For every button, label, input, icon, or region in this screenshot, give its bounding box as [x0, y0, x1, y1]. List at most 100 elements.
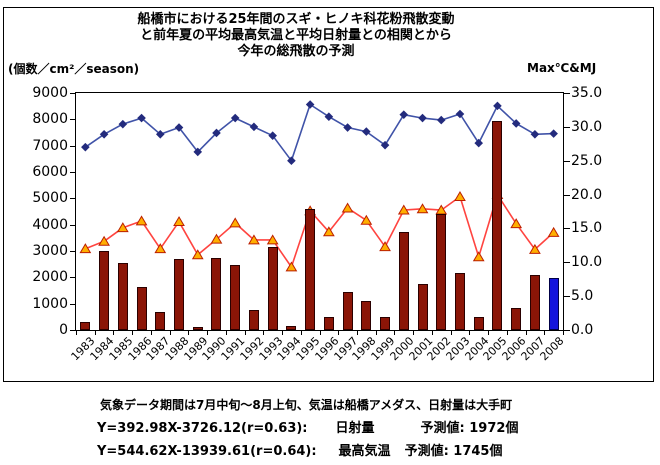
right-axis-tick — [564, 161, 570, 162]
left-axis-tick — [70, 146, 76, 147]
left-axis-tick — [70, 251, 76, 252]
right-axis-tick-label: 25.0 — [571, 152, 603, 169]
x-axis-tick — [413, 331, 414, 335]
x-axis-tick — [170, 331, 171, 335]
regression-temperature-formula: Y=544.62X-13939.61(r=0.64): — [97, 444, 317, 459]
bar-1993 — [268, 247, 278, 330]
x-axis-tick — [338, 331, 339, 335]
right-axis-tick-label: 15.0 — [571, 220, 603, 237]
left-axis-unit-label: (個数／cm²／season) — [8, 62, 140, 76]
regression-radiation-prediction: 予測値: 1972個 — [420, 421, 519, 436]
bar-2002 — [436, 214, 446, 330]
bar-1986 — [137, 287, 147, 330]
right-axis-tick-label: 30.0 — [571, 118, 603, 135]
bar-1989 — [193, 327, 203, 330]
bar-1990 — [211, 258, 221, 330]
x-axis-tick — [451, 331, 452, 335]
right-axis-tick — [564, 93, 570, 94]
chart-title: 船橋市における25年間のスギ・ヒノキ科花粉飛散変動 と前年夏の平均最高気温と平均… — [0, 12, 592, 60]
left-axis-tick-label: 8000 — [32, 111, 68, 128]
x-axis-tick — [245, 331, 246, 335]
right-axis-tick — [564, 195, 570, 196]
x-axis-tick — [357, 331, 358, 335]
left-axis-tick-label: 1000 — [32, 295, 68, 312]
regression-radiation-row: Y=392.98X-3726.12(r=0.63): 日射量 予測値: 1972個 — [97, 417, 518, 436]
bar-1999 — [380, 317, 390, 330]
bar-1995 — [305, 209, 315, 330]
bar-2006 — [511, 308, 521, 330]
bar-1992 — [249, 310, 259, 330]
left-axis-tick — [70, 304, 76, 305]
regression-temperature-prediction: 予測値: 1745個 — [404, 444, 503, 459]
right-axis-tick-label: 0.0 — [571, 322, 594, 338]
x-axis-tick — [507, 331, 508, 335]
bar-1996 — [324, 317, 334, 330]
chart-title-line2: と前年夏の平均最高気温と平均日射量との相関とから — [140, 28, 452, 43]
x-axis-tick — [394, 331, 395, 335]
x-axis-tick — [76, 331, 77, 335]
x-axis-tick — [376, 331, 377, 335]
left-axis-tick — [70, 93, 76, 94]
bar-1998 — [361, 301, 371, 330]
x-axis-tick — [132, 331, 133, 335]
bar-2004 — [474, 317, 484, 330]
bar-2005 — [492, 121, 502, 330]
bar-2008 — [549, 278, 559, 330]
left-axis-tick-label: 9000 — [32, 85, 68, 101]
bar-2007 — [530, 275, 540, 330]
left-axis-tick — [70, 225, 76, 226]
right-axis-tick — [564, 127, 570, 128]
left-axis-tick-label: 0 — [59, 322, 68, 338]
bar-1997 — [343, 292, 353, 330]
bar-2003 — [455, 273, 465, 330]
bar-2001 — [418, 284, 428, 330]
x-axis-tick — [95, 331, 96, 335]
x-axis-tick — [526, 331, 527, 335]
left-axis-tick-label: 4000 — [32, 216, 68, 233]
right-axis-tick — [564, 262, 570, 263]
x-axis-tick — [432, 331, 433, 335]
chart-title-line1: 船橋市における25年間のスギ・ヒノキ科花粉飛散変動 — [137, 12, 455, 27]
bar-2000 — [399, 232, 409, 330]
x-axis-tick — [113, 331, 114, 335]
left-axis-tick — [70, 277, 76, 278]
bar-1984 — [99, 251, 109, 330]
weather-data-note: 気象データ期間は7月中旬～8月上旬、気温は船橋アメダス、日射量は大手町 — [100, 398, 513, 412]
bar-1994 — [286, 326, 296, 330]
left-axis-tick-label: 7000 — [32, 137, 68, 154]
right-axis-tick — [564, 228, 570, 229]
regression-temperature-label: 最高気温 — [338, 444, 391, 459]
x-axis-tick — [226, 331, 227, 335]
regression-temperature-row: Y=544.62X-13939.61(r=0.64): 最高気温 予測値: 1745… — [97, 440, 502, 459]
regression-radiation-label: 日射量 — [335, 421, 375, 436]
right-axis-tick-label: 20.0 — [571, 186, 603, 203]
bar-1987 — [155, 312, 165, 330]
right-axis-tick-label: 35.0 — [571, 85, 603, 101]
right-axis-tick — [564, 296, 570, 297]
left-axis-tick — [70, 330, 76, 331]
x-axis-tick — [544, 331, 545, 335]
plot-area — [75, 92, 564, 331]
x-axis-tick — [151, 331, 152, 335]
left-axis-tick-label: 3000 — [32, 243, 68, 259]
x-axis-tick — [563, 331, 564, 335]
right-axis-tick — [564, 330, 570, 331]
x-axis-tick — [263, 331, 264, 335]
regression-radiation-formula: Y=392.98X-3726.12(r=0.63): — [97, 421, 308, 436]
bar-1991 — [230, 265, 240, 330]
right-axis-unit-label: Max℃&MJ — [527, 61, 597, 75]
left-axis-tick-label: 6000 — [32, 164, 68, 180]
right-axis-tick-label: 10.0 — [571, 254, 603, 271]
x-axis-tick — [469, 331, 470, 335]
x-axis-tick — [320, 331, 321, 335]
left-axis-tick — [70, 119, 76, 120]
left-axis-tick-label: 5000 — [32, 190, 68, 207]
x-axis-tick — [188, 331, 189, 335]
x-axis-tick — [301, 331, 302, 335]
right-axis-tick-label: 5.0 — [571, 288, 594, 305]
bar-1983 — [80, 322, 90, 330]
x-axis-tick — [282, 331, 283, 335]
x-axis-tick — [207, 331, 208, 335]
left-axis-tick — [70, 172, 76, 173]
chart-title-line3: 今年の総飛散の予測 — [237, 44, 355, 59]
